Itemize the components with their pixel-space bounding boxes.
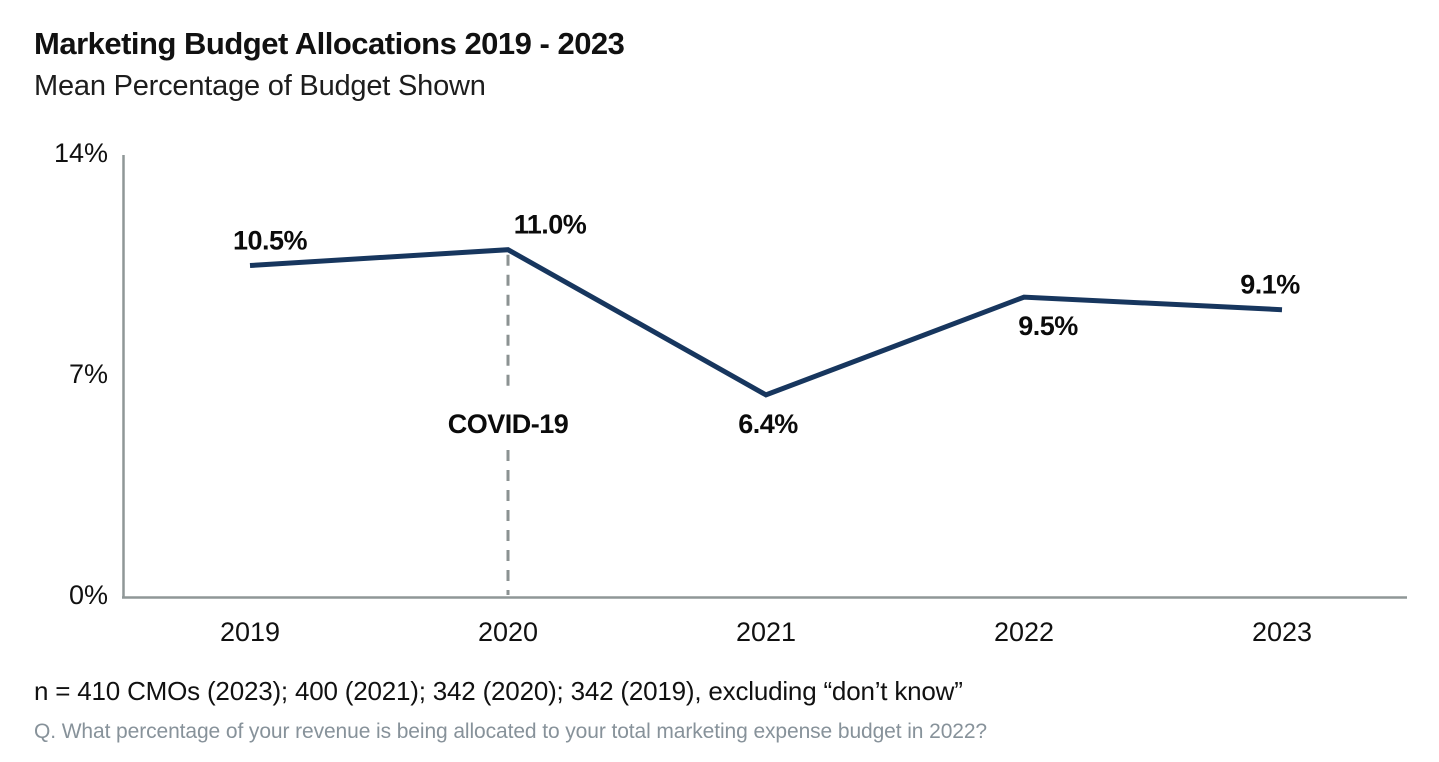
chart-header: Marketing Budget Allocations 2019 - 2023… <box>34 26 625 103</box>
data-point-label: 9.5% <box>1018 311 1078 341</box>
page-subtitle: Mean Percentage of Budget Shown <box>34 69 486 102</box>
y-tick-label: 0% <box>69 580 108 610</box>
x-tick-label: 2022 <box>994 617 1054 647</box>
data-point-label: 10.5% <box>233 226 308 256</box>
sample-size-note: n = 410 CMOs (2023); 400 (2021); 342 (20… <box>34 676 963 706</box>
y-tick-label: 14% <box>54 138 108 168</box>
x-tick-label: 2020 <box>478 617 538 647</box>
data-point-label: 6.4% <box>738 409 798 439</box>
y-tick-label: 7% <box>69 359 108 389</box>
x-tick-label: 2021 <box>736 617 796 647</box>
covid-annotation-label: COVID-19 <box>448 409 569 439</box>
x-tick-label: 2019 <box>220 617 280 647</box>
x-tick-label: 2023 <box>1252 617 1312 647</box>
data-point-label: 11.0% <box>514 210 587 240</box>
page-title: Marketing Budget Allocations 2019 - 2023 <box>34 26 625 61</box>
data-point-label: 9.1% <box>1240 270 1300 300</box>
survey-question: Q. What percentage of your revenue is be… <box>34 720 988 743</box>
series-line <box>249 247 1283 398</box>
